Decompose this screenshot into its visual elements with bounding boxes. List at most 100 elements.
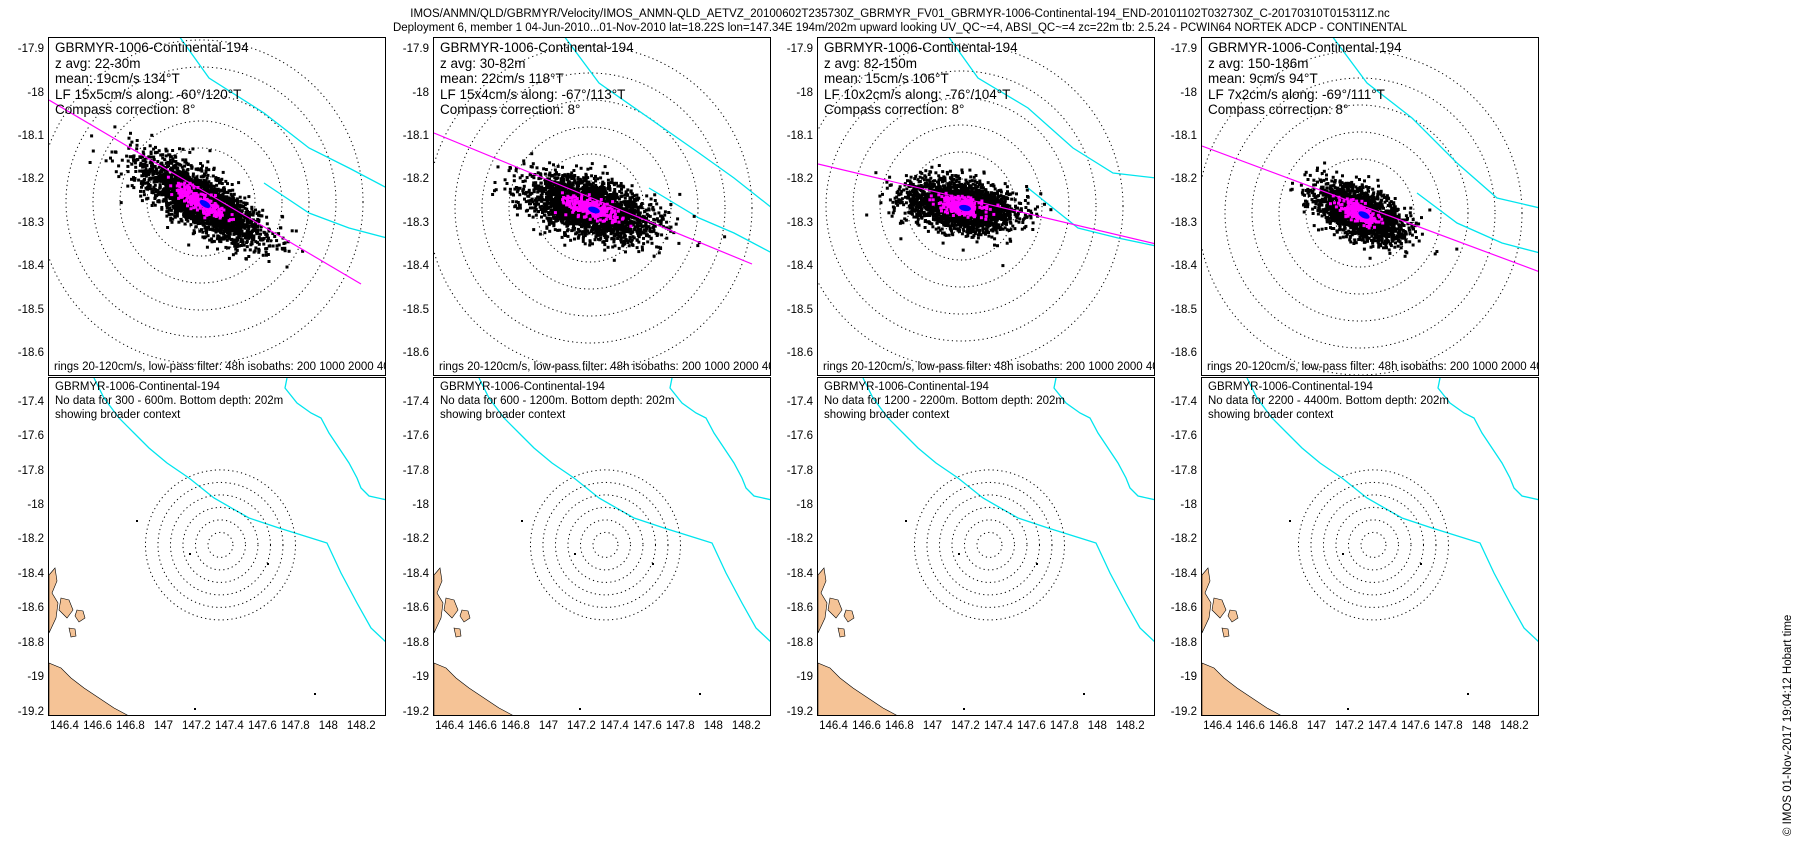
scatter-point bbox=[637, 240, 641, 244]
lowpass-point bbox=[209, 204, 213, 207]
scatter-point bbox=[206, 188, 210, 192]
scatter-point bbox=[229, 220, 233, 224]
scatter-point bbox=[130, 155, 134, 159]
scatter-point bbox=[573, 179, 577, 183]
scatter-point bbox=[553, 183, 556, 187]
scatter-point bbox=[173, 166, 177, 170]
lowpass-point bbox=[220, 207, 224, 211]
scatter-point bbox=[567, 175, 571, 179]
scatter-point bbox=[280, 246, 284, 250]
scatter-point bbox=[208, 238, 212, 242]
scatter-point bbox=[229, 225, 233, 229]
scatter-point bbox=[165, 170, 169, 174]
scatter-point bbox=[224, 245, 228, 249]
scatter-point bbox=[186, 182, 190, 186]
scatter-point bbox=[169, 216, 173, 220]
scatter-point bbox=[621, 184, 625, 188]
lowpass-point bbox=[175, 188, 179, 192]
lowpass-point bbox=[178, 185, 182, 188]
scatter-point bbox=[232, 238, 236, 242]
scatter-point bbox=[243, 206, 247, 210]
scatter-point bbox=[232, 201, 236, 205]
scatter-point bbox=[210, 240, 214, 244]
lowpass-point bbox=[198, 206, 202, 210]
scatter-point bbox=[271, 244, 275, 248]
scatter-point bbox=[654, 231, 658, 235]
scatter-point bbox=[153, 183, 157, 187]
scatter-point bbox=[649, 237, 653, 241]
scatter-point bbox=[183, 164, 187, 168]
scatter-point bbox=[141, 155, 145, 159]
scatter-point bbox=[196, 178, 200, 182]
current-panel-2: GBRMYR-1006-Continental-194 z avg: 30-82m… bbox=[433, 37, 771, 376]
scatter-point bbox=[161, 153, 165, 157]
scatter-point bbox=[210, 237, 214, 241]
scatter-point bbox=[268, 244, 272, 248]
scatter-point bbox=[180, 165, 184, 169]
panel-footer-note: rings 20-120cm/s, low-pass filter: 48h i… bbox=[54, 361, 386, 373]
scatter-point bbox=[631, 235, 635, 239]
scatter-point bbox=[633, 228, 637, 232]
speed-ring bbox=[508, 126, 672, 290]
lowpass-point bbox=[212, 214, 216, 218]
lowpass-point bbox=[195, 200, 199, 204]
scatter-point bbox=[594, 235, 598, 239]
scatter-point bbox=[665, 220, 669, 224]
scatter-point bbox=[224, 179, 228, 183]
scatter-point bbox=[641, 248, 644, 252]
scatter-point bbox=[139, 161, 143, 165]
scatter-point bbox=[104, 159, 108, 163]
lowpass-point bbox=[186, 193, 190, 197]
isobath-line bbox=[648, 187, 770, 253]
scatter-point bbox=[551, 184, 554, 188]
scatter-point bbox=[196, 211, 200, 215]
scatter-point bbox=[572, 215, 576, 219]
scatter-point bbox=[239, 199, 243, 203]
scatter-point bbox=[653, 218, 657, 222]
scatter-point bbox=[242, 201, 246, 205]
lowpass-point bbox=[188, 181, 192, 185]
scatter-point bbox=[616, 237, 620, 240]
scatter-point bbox=[234, 251, 238, 255]
scatter-point bbox=[250, 205, 254, 209]
scatter-point bbox=[573, 237, 576, 241]
scatter-point bbox=[215, 179, 219, 183]
scatter-point bbox=[203, 173, 207, 177]
scatter-point bbox=[137, 178, 141, 182]
scatter-point bbox=[221, 225, 225, 229]
scatter-point bbox=[155, 150, 159, 154]
lowpass-point bbox=[176, 181, 180, 185]
scatter-point bbox=[261, 208, 265, 212]
scatter-point bbox=[168, 180, 171, 184]
scatter-point bbox=[227, 209, 231, 213]
scatter-point bbox=[227, 233, 231, 237]
scatter-point bbox=[227, 199, 231, 203]
scatter-point bbox=[164, 172, 168, 176]
scatter-point bbox=[286, 240, 290, 244]
scatter-point bbox=[175, 162, 179, 166]
scatter-point bbox=[285, 265, 289, 269]
scatter-point bbox=[512, 179, 516, 183]
scatter-point bbox=[162, 172, 166, 176]
scatter-point bbox=[544, 181, 547, 185]
scatter-point bbox=[228, 201, 232, 205]
scatter-point bbox=[230, 229, 234, 233]
scatter-point bbox=[544, 168, 548, 171]
scatter-point bbox=[91, 149, 95, 153]
scatter-point bbox=[227, 235, 231, 239]
scatter-point bbox=[594, 179, 598, 183]
scatter-point bbox=[570, 171, 574, 175]
scatter-point bbox=[625, 227, 629, 231]
scatter-point bbox=[606, 235, 610, 239]
scatter-point bbox=[207, 214, 211, 218]
scatter-point bbox=[653, 193, 657, 197]
scatter-point bbox=[140, 169, 144, 173]
lowpass-point bbox=[183, 188, 187, 192]
lowpass-point bbox=[207, 199, 211, 203]
lowpass-point bbox=[213, 210, 216, 214]
scatter-point bbox=[228, 189, 232, 193]
scatter-point bbox=[216, 234, 220, 238]
scatter-point bbox=[172, 194, 176, 198]
scatter-point bbox=[161, 164, 165, 168]
lowpass-point bbox=[193, 192, 197, 195]
